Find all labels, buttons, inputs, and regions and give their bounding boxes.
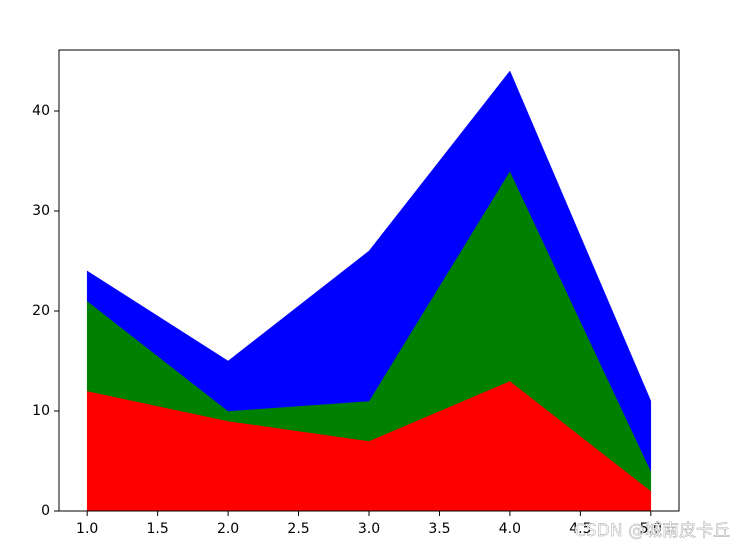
area	[86, 70, 652, 472]
y-tick-label: 10	[32, 403, 50, 419]
x-tick-label: 2.5	[287, 521, 309, 537]
x-tick-label: 3.0	[358, 521, 380, 537]
y-tick-label: 30	[32, 203, 50, 219]
watermark: CSDN @城南皮卡丘	[574, 521, 730, 541]
x-tick-label: 1.0	[76, 521, 98, 537]
y-tick-label: 0	[41, 503, 50, 519]
x-tick-label: 5.0	[640, 521, 662, 537]
y-tick-label: 40	[32, 103, 50, 119]
y-tick-label: 20	[32, 303, 50, 319]
x-tick-label: 4.0	[499, 521, 521, 537]
x-tick-label: 4.5	[569, 521, 591, 537]
x-tick-label: 2.0	[217, 521, 239, 537]
x-tick-label: 1.5	[147, 521, 169, 537]
x-tick-label: 3.5	[428, 521, 450, 537]
